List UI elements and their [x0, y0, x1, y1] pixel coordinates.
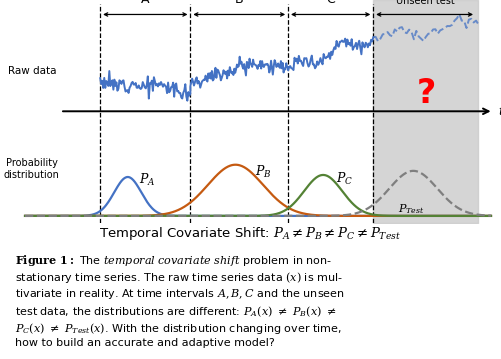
Text: how to build an accurate and adaptive model?: how to build an accurate and adaptive mo… [15, 339, 275, 349]
Text: $\boldsymbol{\mathit{P}_{Test}}$: $\boldsymbol{\mathit{P}_{Test}}$ [397, 202, 424, 216]
Text: Raw data: Raw data [9, 66, 57, 76]
Text: ?: ? [417, 77, 436, 110]
Text: $\boldsymbol{\mathit{P}_B}$: $\boldsymbol{\mathit{P}_B}$ [255, 164, 271, 181]
Text: $\mathbf{Figure\ 1:}$ The $\mathbf{\mathit{temporal\ covariate\ shift}}$ problem: $\mathbf{Figure\ 1:}$ The $\mathbf{\math… [15, 253, 332, 268]
Text: $t$: $t$ [498, 105, 501, 118]
Text: A: A [141, 0, 149, 5]
Text: B: B [235, 0, 243, 5]
Text: Temporal Covariate Shift: $\mathit{P}_A \neq \mathit{P}_B \neq \mathit{P}_C \neq: Temporal Covariate Shift: $\mathit{P}_A … [99, 225, 402, 242]
Text: $P_C(x)\ \neq\ P_{Test}(x)$. With the distribution changing over time,: $P_C(x)\ \neq\ P_{Test}(x)$. With the di… [15, 321, 342, 336]
Text: tivariate in reality. At time intervals $A, B, C$ and the unseen: tivariate in reality. At time intervals … [15, 287, 345, 301]
Text: $\boldsymbol{\mathit{P}_A}$: $\boldsymbol{\mathit{P}_A}$ [139, 172, 155, 188]
Text: C: C [326, 0, 335, 5]
Text: $\boldsymbol{\mathit{P}_C}$: $\boldsymbol{\mathit{P}_C}$ [336, 171, 353, 187]
Text: Unseen test: Unseen test [396, 0, 455, 5]
Text: Probability
distribution: Probability distribution [4, 158, 60, 180]
Text: stationary time series. The raw time series data $(x)$ is mul-: stationary time series. The raw time ser… [15, 270, 343, 285]
Text: test data, the distributions are different: $P_A(x)\ \neq\ P_B(x)\ \neq$: test data, the distributions are differe… [15, 304, 337, 319]
